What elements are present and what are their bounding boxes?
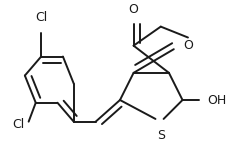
Text: Cl: Cl [12, 118, 24, 131]
Text: S: S [157, 129, 165, 142]
Text: O: O [183, 39, 193, 52]
Text: OH: OH [208, 93, 227, 107]
Text: O: O [129, 3, 138, 16]
Text: Cl: Cl [35, 11, 47, 24]
